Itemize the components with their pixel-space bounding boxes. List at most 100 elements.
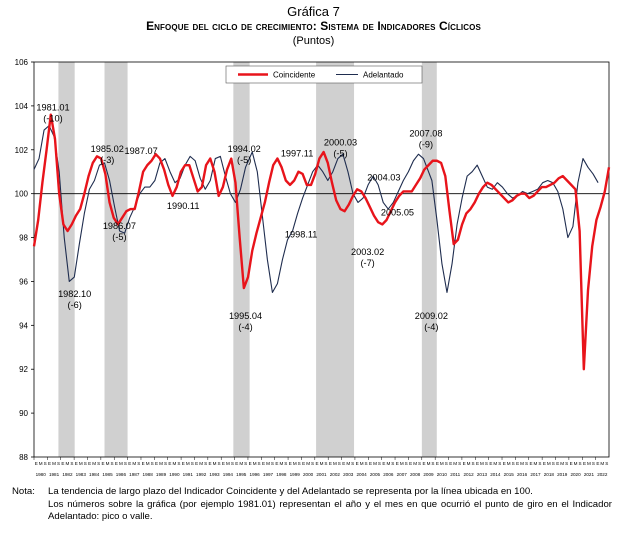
x-month-label: S xyxy=(177,461,180,466)
x-month-label: S xyxy=(378,461,381,466)
x-month-label: S xyxy=(271,461,274,466)
x-month-label: M xyxy=(293,461,297,466)
x-year-label: 1984 xyxy=(89,472,100,477)
turning-point-label: 2007.08 xyxy=(409,129,442,139)
x-month-label: M xyxy=(493,461,497,466)
x-year-label: 2004 xyxy=(356,472,367,477)
x-month-label: S xyxy=(485,461,488,466)
chart-units: (Puntos) xyxy=(292,35,335,47)
x-month-label: M xyxy=(39,461,43,466)
x-year-label: 1981 xyxy=(49,472,60,477)
x-month-label: E xyxy=(516,461,519,466)
x-month-label: E xyxy=(302,461,305,466)
x-month-label: S xyxy=(164,461,167,466)
x-month-label: M xyxy=(560,461,564,466)
x-month-label: M xyxy=(66,461,70,466)
x-month-label: E xyxy=(75,461,78,466)
x-year-label: 1988 xyxy=(143,472,154,477)
x-month-label: E xyxy=(168,461,171,466)
x-month-label: E xyxy=(570,461,573,466)
turning-point-label: 2005.05 xyxy=(381,208,414,218)
x-year-label: 2018 xyxy=(544,472,555,477)
x-year-label: 2017 xyxy=(530,472,541,477)
x-month-label: E xyxy=(583,461,586,466)
x-month-label: M xyxy=(587,461,591,466)
x-month-label: E xyxy=(155,461,158,466)
x-year-label: 2007 xyxy=(397,472,408,477)
x-year-label: 1996 xyxy=(250,472,261,477)
x-month-label: S xyxy=(418,461,421,466)
x-month-label: M xyxy=(266,461,270,466)
x-month-label: S xyxy=(244,461,247,466)
x-month-label: S xyxy=(405,461,408,466)
x-month-label: S xyxy=(217,461,220,466)
turning-point-months: (-5) xyxy=(333,148,347,158)
x-month-label: S xyxy=(258,461,261,466)
turning-point-months: (-10) xyxy=(43,113,62,123)
turning-point-label: 1990.11 xyxy=(167,201,200,211)
x-year-label: 1991 xyxy=(183,472,194,477)
x-month-label: M xyxy=(520,461,524,466)
x-month-label: M xyxy=(253,461,257,466)
x-month-label: M xyxy=(92,461,96,466)
series-group xyxy=(32,113,611,371)
x-month-label: S xyxy=(525,461,528,466)
turning-point-label: 1987.07 xyxy=(125,146,158,156)
turning-point-label: 1995.04 xyxy=(229,311,262,321)
x-month-label: E xyxy=(275,461,278,466)
chart-title: Enfoque del ciclo de crecimiento: Sistem… xyxy=(146,19,481,33)
x-month-label: M xyxy=(279,461,283,466)
turning-point-months: (-9) xyxy=(419,140,433,150)
x-year-label: 2011 xyxy=(450,472,460,477)
recession-band xyxy=(421,62,437,457)
x-month-label: S xyxy=(565,461,568,466)
x-month-label: S xyxy=(70,461,73,466)
x-month-label: S xyxy=(592,461,595,466)
x-year-label: 2016 xyxy=(517,472,528,477)
x-year-label: 2001 xyxy=(316,472,327,477)
x-month-label: S xyxy=(365,461,368,466)
x-year-label: 1982 xyxy=(62,472,73,477)
x-month-label: S xyxy=(445,461,448,466)
x-month-label: E xyxy=(115,461,118,466)
x-year-label: 2002 xyxy=(330,472,341,477)
x-month-label: E xyxy=(449,461,452,466)
x-month-label: M xyxy=(333,461,337,466)
x-year-label: 1985 xyxy=(102,472,113,477)
x-year-label: 1994 xyxy=(223,472,234,477)
y-tick-label: 100 xyxy=(15,190,29,199)
x-month-label: S xyxy=(512,461,515,466)
x-year-label: 1987 xyxy=(129,472,140,477)
turning-point-months: (-3) xyxy=(100,155,114,165)
x-month-label: E xyxy=(48,461,51,466)
x-year-label: 1992 xyxy=(196,472,207,477)
x-month-label: S xyxy=(552,461,555,466)
x-year-label: 2009 xyxy=(423,472,434,477)
x-month-label: S xyxy=(431,461,434,466)
x-month-label: M xyxy=(346,461,350,466)
x-year-label: 2005 xyxy=(370,472,381,477)
legend-label-coincidente: Coincidente xyxy=(273,71,316,80)
x-month-label: S xyxy=(578,461,581,466)
x-month-label: S xyxy=(231,461,234,466)
turning-point-months: (-5) xyxy=(237,155,251,165)
x-month-label: M xyxy=(547,461,551,466)
x-month-label: M xyxy=(507,461,511,466)
x-month-label: E xyxy=(195,461,198,466)
legend-label-adelantado: Adelantado xyxy=(363,71,404,80)
x-month-label: M xyxy=(79,461,83,466)
note-line-2: Los números sobre la gráfica (por ejempl… xyxy=(48,498,612,523)
y-tick-label: 92 xyxy=(19,365,28,374)
x-month-label: S xyxy=(324,461,327,466)
x-year-label: 2014 xyxy=(490,472,501,477)
x-year-label: 2008 xyxy=(410,472,421,477)
recession-shading-group xyxy=(58,62,437,457)
x-year-label: 1980 xyxy=(36,472,47,477)
x-month-label: E xyxy=(369,461,372,466)
x-month-label: E xyxy=(396,461,399,466)
x-month-label: E xyxy=(382,461,385,466)
recession-band xyxy=(316,62,355,457)
figure-label: Gráfica 7 xyxy=(287,4,340,19)
